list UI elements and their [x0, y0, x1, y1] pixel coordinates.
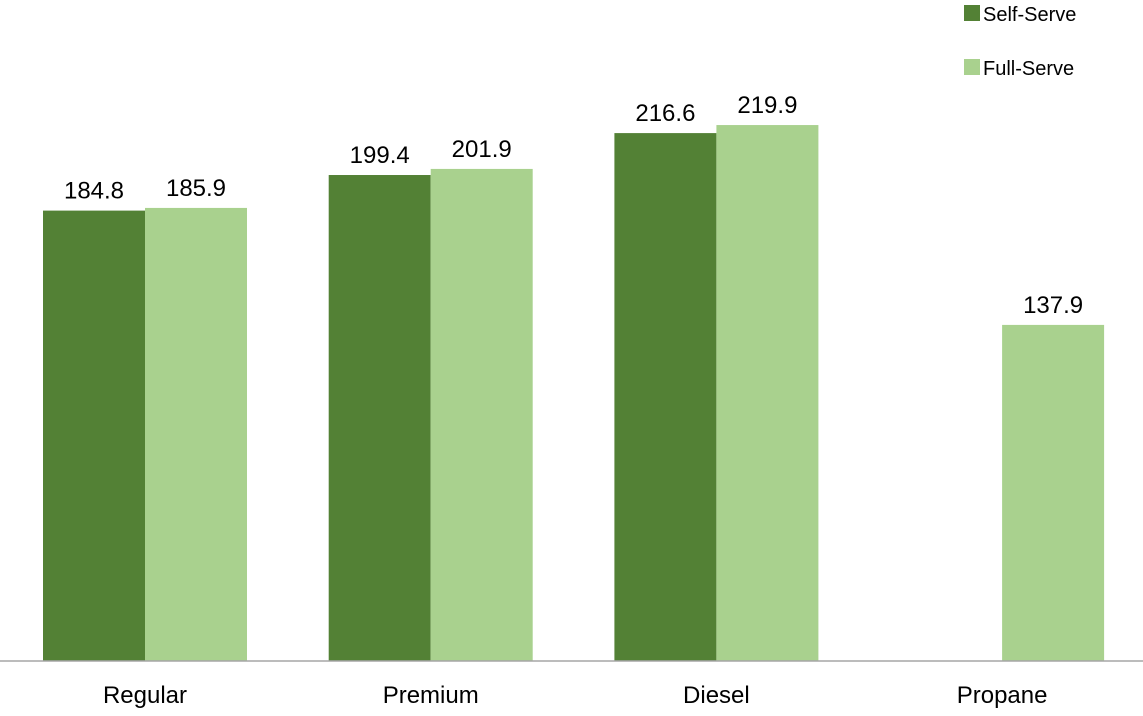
x-tick-label-regular: Regular	[103, 682, 187, 709]
data-label-full-serve-regular: 185.9	[166, 175, 226, 202]
bar-self-serve-diesel	[614, 133, 717, 662]
x-tick-label-propane: Propane	[957, 682, 1048, 709]
data-label-self-serve-regular: 184.8	[64, 178, 124, 205]
legend-swatch-self-serve	[964, 5, 980, 21]
bar-self-serve-premium	[328, 175, 431, 661]
legend-label-full-serve: Full-Serve	[983, 58, 1074, 80]
x-tick-labels-group: Regular Premium Diesel Propane	[103, 682, 1047, 709]
bar-full-serve-propane	[1002, 324, 1105, 661]
x-tick-label-premium: Premium	[383, 682, 479, 709]
bar-full-serve-premium	[430, 168, 533, 661]
data-label-full-serve-propane: 137.9	[1023, 292, 1083, 319]
data-label-self-serve-diesel: 216.6	[635, 100, 695, 127]
data-labels-group: 184.8 185.9 199.4 201.9 216.6 219.9 137.9	[64, 92, 1083, 319]
data-label-full-serve-premium: 201.9	[452, 136, 512, 163]
bar-self-serve-regular	[43, 210, 145, 661]
legend-swatch-full-serve	[964, 59, 980, 75]
data-label-full-serve-diesel: 219.9	[737, 92, 797, 119]
bars-group	[43, 125, 1105, 662]
legend-label-self-serve: Self-Serve	[983, 4, 1076, 26]
bar-full-serve-regular	[145, 207, 247, 661]
bar-full-serve-diesel	[716, 125, 819, 662]
legend: Self-Serve Full-Serve	[964, 4, 1076, 80]
x-tick-label-diesel: Diesel	[683, 682, 750, 709]
data-label-self-serve-premium: 199.4	[350, 142, 410, 169]
